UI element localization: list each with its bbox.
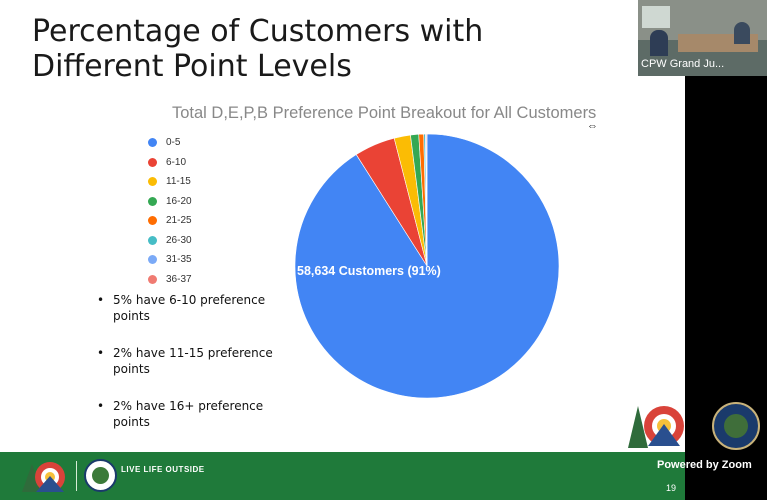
colorado-logo-icon: [22, 462, 65, 492]
legend-swatch: [148, 235, 157, 245]
legend-item: 36-37: [148, 270, 192, 290]
legend-swatch: [148, 216, 157, 226]
legend-label: 16-20: [166, 195, 192, 207]
powered-by-zoom: Powered by Zoom: [657, 459, 752, 471]
participant-video-tile[interactable]: CPW Grand Ju...: [638, 0, 767, 76]
pie-data-label: 58,634 Customers (91%): [297, 264, 441, 278]
chart-title: Total D,E,P,B Preference Point Breakout …: [172, 104, 597, 122]
legend-swatch: [148, 196, 157, 206]
footer-tagline: LIVE LIFE OUTSIDE: [121, 465, 205, 474]
legend-swatch: [148, 177, 157, 187]
bullet-item: 5% have 6-10 preference points: [95, 292, 295, 324]
legend-label: 21-25: [166, 215, 192, 227]
legend-swatch: [148, 274, 157, 284]
legend-label: 0-5: [166, 137, 181, 149]
page-number: 19: [666, 483, 677, 493]
legend-label: 36-37: [166, 273, 192, 285]
legend-label: 31-35: [166, 254, 192, 266]
legend-item: 11-15: [148, 172, 192, 192]
legend-item: 6-10: [148, 153, 192, 173]
legend-label: 26-30: [166, 234, 192, 246]
pie-slice: [294, 133, 560, 399]
legend-label: 11-15: [166, 176, 191, 188]
cpw-seal-icon: [84, 459, 117, 492]
legend-label: 6-10: [166, 156, 187, 168]
pie-chart: 58,634 Customers (91%): [294, 133, 560, 399]
legend-item: 0-5: [148, 133, 192, 153]
bullet-item: 2% have 11-15 preference points: [95, 345, 295, 377]
legend-swatch: [148, 255, 157, 265]
legend-swatch: [148, 138, 157, 148]
presentation-slide: Percentage of Customers with Different P…: [0, 0, 685, 500]
legend-swatch: [148, 157, 157, 167]
cpw-seal-icon: [712, 402, 760, 450]
legend-item: 16-20: [148, 192, 192, 212]
legend-item: 21-25: [148, 211, 192, 231]
footer-divider: [76, 461, 77, 491]
bullet-item: 2% have 16+ preference points: [95, 398, 295, 430]
chart-legend: 0-5 6-10 11-15 16-20 21-25 26-30 31-35 36-37: [148, 133, 192, 289]
resize-cursor-icon: ⇔: [587, 120, 598, 132]
slide-title: Percentage of Customers with Different P…: [32, 14, 484, 84]
legend-item: 26-30: [148, 231, 192, 251]
tree-mountain-icon: [628, 406, 684, 448]
legend-item: 31-35: [148, 250, 192, 270]
participant-name: CPW Grand Ju...: [641, 58, 725, 70]
pie-slice: [425, 133, 428, 267]
bullet-list: 5% have 6-10 preference points 2% have 1…: [95, 292, 295, 451]
